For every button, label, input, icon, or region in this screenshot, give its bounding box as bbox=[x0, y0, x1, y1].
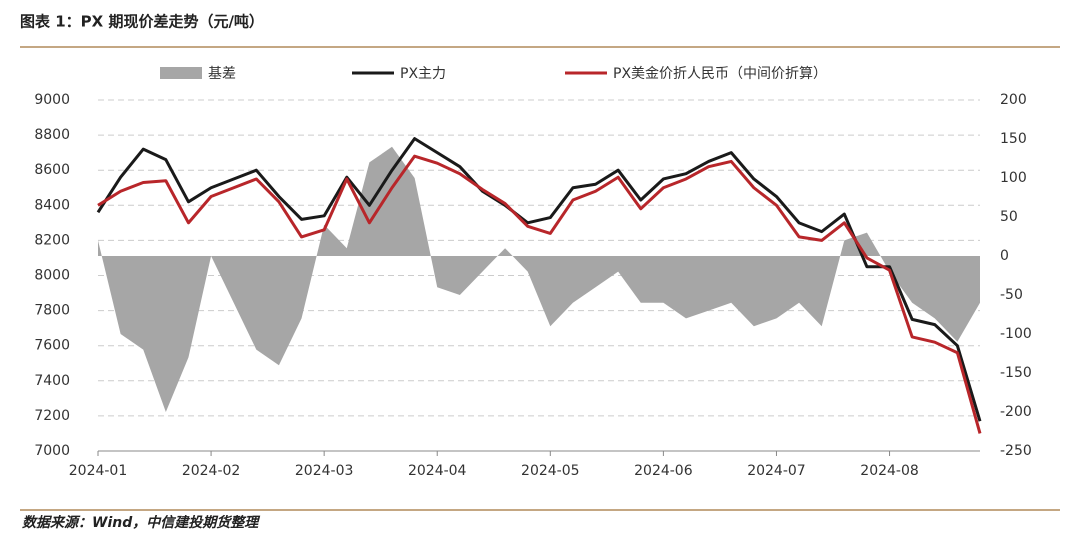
y-tick-label: 9000 bbox=[34, 92, 70, 108]
y2-tick-label: -250 bbox=[1000, 443, 1032, 459]
y-tick-label: 8400 bbox=[34, 197, 70, 213]
line bbox=[97, 154, 982, 434]
x-tick-label: 2024-01 bbox=[69, 463, 128, 479]
x-tick-label: 2024-03 bbox=[295, 463, 354, 479]
y2-tick-label: -200 bbox=[1000, 404, 1032, 420]
y-tick-label: 7000 bbox=[34, 443, 70, 459]
legend-swatch bbox=[160, 67, 202, 79]
line bbox=[96, 137, 982, 422]
legend-label: PX主力 bbox=[400, 66, 446, 82]
y-tick-label: 8200 bbox=[34, 232, 70, 248]
x-tick-label: 2024-02 bbox=[182, 463, 241, 479]
legend-label: 基差 bbox=[208, 65, 236, 82]
y-tick-label: 8800 bbox=[34, 127, 70, 143]
y2-tick-label: -50 bbox=[1000, 287, 1023, 303]
y2-tick-label: 0 bbox=[1000, 248, 1009, 264]
x-tick-label: 2024-08 bbox=[860, 463, 919, 479]
chart-title: 图表 1：PX 期现价差走势（元/吨） bbox=[20, 13, 264, 31]
y-tick-label: 7200 bbox=[34, 408, 70, 424]
y2-tick-label: 50 bbox=[1000, 209, 1018, 225]
y2-tick-label: -100 bbox=[1000, 326, 1032, 342]
y-tick-label: 7400 bbox=[34, 373, 70, 389]
y-tick-label: 7800 bbox=[34, 303, 70, 319]
x-tick-label: 2024-06 bbox=[634, 463, 693, 479]
y-tick-label: 8000 bbox=[34, 268, 70, 284]
legend-label: PX美金价折人民币（中间价折算） bbox=[613, 66, 827, 82]
y-tick-label: 8600 bbox=[34, 162, 70, 178]
x-tick-label: 2024-07 bbox=[747, 463, 806, 479]
area bbox=[98, 146, 980, 413]
source-note: 数据来源：Wind，中信建投期货整理 bbox=[22, 514, 260, 531]
y-tick-label: 7600 bbox=[34, 338, 70, 354]
x-tick-label: 2024-04 bbox=[408, 463, 467, 479]
y2-tick-label: 100 bbox=[1000, 170, 1027, 186]
y2-tick-label: 150 bbox=[1000, 131, 1027, 147]
y2-tick-label: -150 bbox=[1000, 365, 1032, 381]
y2-tick-label: 200 bbox=[1000, 92, 1027, 108]
x-tick-label: 2024-05 bbox=[521, 463, 580, 479]
